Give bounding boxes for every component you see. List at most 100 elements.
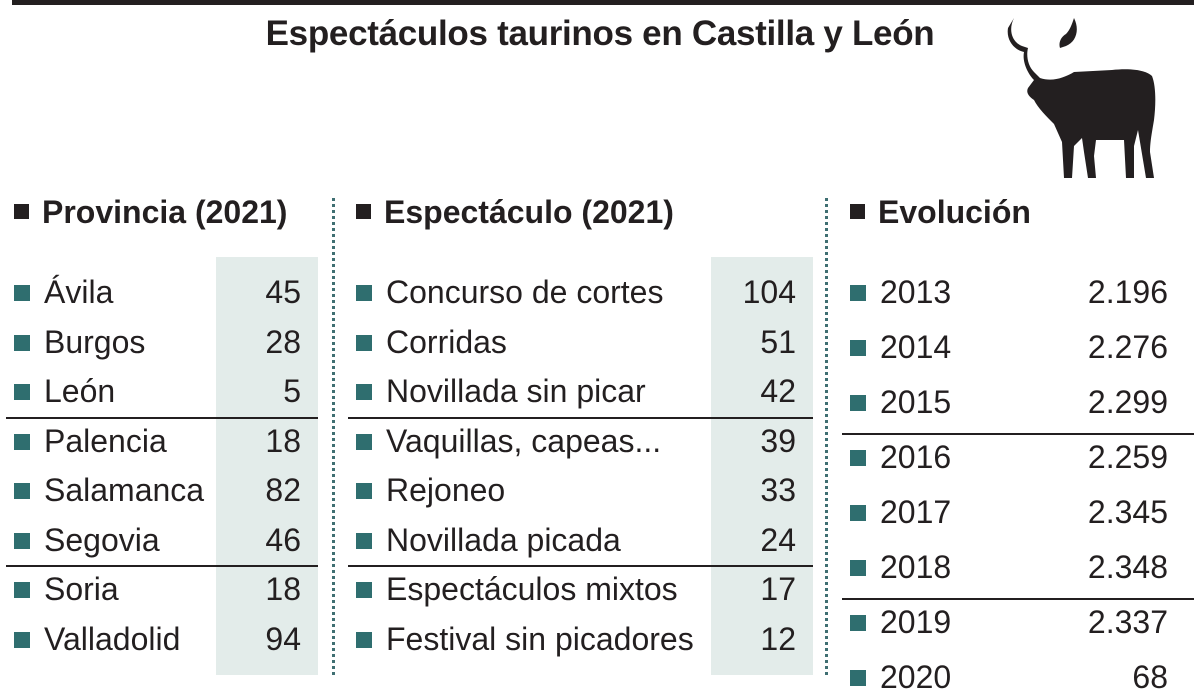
evolucion-value: 2.259: [1087, 439, 1168, 475]
heading-square-icon: [356, 204, 371, 220]
provincia-value: 82: [265, 472, 301, 508]
bullet-square-icon: [356, 631, 372, 648]
bull-silhouette-icon: [1007, 18, 1156, 178]
espectaculo-label: Vaquillas, capeas...: [386, 422, 662, 459]
provincia-value: 28: [265, 323, 301, 360]
bullet-square-icon: [14, 582, 30, 598]
bullet-square-icon: [14, 334, 30, 351]
provincia-row: Salamanca 82: [14, 468, 301, 512]
bullet-square-icon: [850, 450, 866, 466]
espectaculo-row: Vaquillas, capeas... 39: [356, 419, 796, 463]
espectaculo-row: Rejoneo 33: [356, 468, 796, 512]
bullet-square-icon: [14, 532, 30, 549]
espectaculo-value: 104: [742, 274, 796, 310]
espectaculo-row: Festival sin picadores 12: [356, 617, 796, 661]
evolucion-row: 2020 68: [850, 655, 1168, 699]
bullet-square-icon: [356, 384, 372, 400]
evolucion-label: 2016: [880, 439, 952, 475]
provincia-group-divider: [6, 416, 318, 419]
provincia-label: León: [44, 373, 116, 409]
bullet-square-icon: [14, 631, 30, 648]
evolucion-label: 2020: [880, 659, 952, 695]
espectaculo-value: 51: [760, 323, 796, 360]
provincia-row: Ávila 45: [14, 270, 301, 314]
bullet-square-icon: [356, 285, 372, 301]
provincia-value: 45: [265, 274, 301, 310]
bullet-square-icon: [850, 615, 866, 631]
espectaculo-value: 33: [760, 472, 796, 508]
top-rule: [12, 0, 1194, 5]
espectaculo-label: Corridas: [386, 323, 507, 360]
espectaculo-row: Corridas 51: [356, 320, 796, 364]
espectaculo-label: Rejoneo: [386, 472, 506, 508]
provincia-value-band: [216, 257, 318, 675]
espectaculo-heading: Espectáculo (2021): [356, 194, 674, 231]
provincia-row: León 5: [14, 369, 301, 413]
espectaculo-value: 39: [760, 422, 796, 459]
provincia-heading-label: Provincia (2021): [42, 194, 288, 230]
bullet-square-icon: [850, 285, 866, 301]
provincia-row: Burgos 28: [14, 320, 301, 364]
provincia-label: Valladolid: [44, 620, 181, 657]
espectaculo-row: Novillada sin picar 42: [356, 369, 796, 413]
evolucion-value: 2.299: [1087, 384, 1168, 420]
evolucion-row: 2014 2.276: [850, 325, 1168, 369]
evolucion-row: 2016 2.259: [850, 435, 1168, 479]
evolucion-heading-label: Evolución: [878, 194, 1031, 230]
evolucion-value: 68: [1132, 659, 1168, 695]
provincia-label: Soria: [44, 571, 119, 607]
espectaculo-value: 12: [760, 620, 796, 657]
provincia-label: Palencia: [44, 422, 167, 459]
espectaculo-heading-label: Espectáculo (2021): [384, 194, 674, 230]
bullet-square-icon: [850, 340, 866, 356]
provincia-value: 46: [265, 521, 301, 558]
chart-title: Espectáculos taurinos en Castilla y León: [265, 14, 935, 53]
bullet-square-icon: [356, 433, 372, 450]
evolucion-label: 2015: [880, 384, 952, 420]
espectaculo-row: Concurso de cortes 104: [356, 270, 796, 314]
evolucion-label: 2017: [880, 494, 952, 530]
evolucion-value: 2.345: [1087, 494, 1168, 530]
evolucion-label: 2018: [880, 549, 952, 585]
bullet-square-icon: [850, 395, 866, 411]
bullet-square-icon: [14, 483, 30, 499]
evolucion-row: 2013 2.196: [850, 270, 1168, 314]
bullet-square-icon: [356, 532, 372, 549]
bullet-square-icon: [14, 433, 30, 450]
provincia-row: Palencia 18: [14, 419, 301, 463]
evolucion-label: 2014: [880, 329, 952, 365]
espectaculo-value-band: [711, 257, 813, 675]
evolucion-row: 2019 2.337: [850, 600, 1168, 644]
espectaculo-label: Novillada sin picar: [386, 373, 646, 409]
espectaculo-label: Espectáculos mixtos: [386, 571, 678, 607]
provincia-value: 18: [265, 571, 301, 607]
bullet-square-icon: [850, 670, 866, 686]
espectaculo-row: Novillada picada 24: [356, 518, 796, 562]
provincia-value: 5: [283, 373, 301, 409]
provincia-heading: Provincia (2021): [14, 194, 287, 231]
evolucion-label: 2019: [880, 604, 952, 640]
provincia-label: Segovia: [44, 521, 160, 558]
evolucion-group-divider: [842, 598, 1194, 600]
bullet-square-icon: [356, 483, 372, 499]
column-separator-1: [332, 198, 335, 675]
evolucion-value: 2.196: [1087, 274, 1168, 310]
provincia-value: 18: [265, 422, 301, 459]
espectaculo-label: Concurso de cortes: [386, 274, 664, 310]
bullet-square-icon: [356, 334, 372, 351]
evolucion-value: 2.348: [1087, 549, 1168, 585]
espectaculo-group-divider: [348, 416, 813, 419]
evolucion-row: 2017 2.345: [850, 490, 1168, 534]
espectaculo-label: Festival sin picadores: [386, 620, 694, 657]
espectaculo-group-divider: [348, 565, 813, 567]
column-separator-2: [825, 198, 828, 675]
evolucion-heading: Evolución: [850, 194, 1031, 231]
provincia-label: Ávila: [44, 274, 114, 310]
evolucion-label: 2013: [880, 274, 952, 310]
evolucion-value: 2.337: [1087, 604, 1168, 640]
bullet-square-icon: [850, 505, 866, 521]
evolucion-row: 2018 2.348: [850, 545, 1168, 589]
provincia-row: Segovia 46: [14, 518, 301, 562]
provincia-label: Salamanca: [44, 472, 205, 508]
heading-square-icon: [850, 204, 865, 220]
